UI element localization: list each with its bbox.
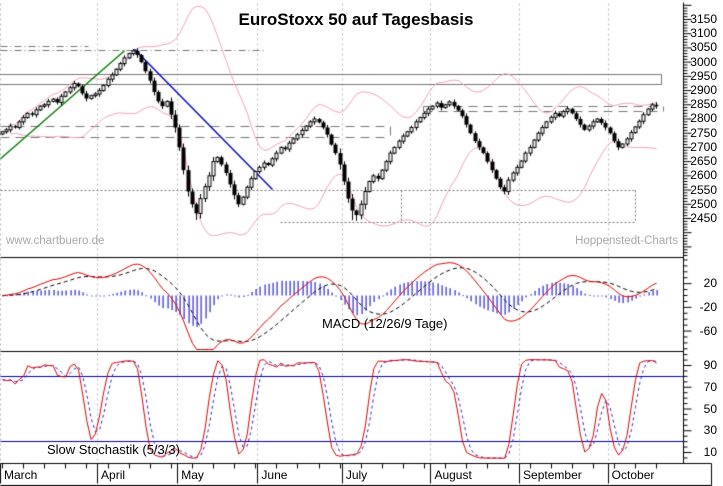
y-axis-label-macd: -60	[699, 323, 717, 338]
y-axis-label-macd: -20	[699, 299, 717, 314]
y-axis-label-price: 3000	[690, 54, 717, 69]
x-axis-month-label: October	[611, 468, 655, 482]
y-axis-label-price: 3050	[690, 40, 717, 55]
y-axis-label-price: 2750	[690, 125, 717, 140]
stoch-panel-label: Slow Stochastik (5/3/3)	[47, 442, 180, 457]
y-axis-label-stoch: 10	[703, 445, 717, 459]
macd-panel-label: MACD (12/26/9 Tage)	[322, 316, 448, 331]
x-axis-month-label: August	[434, 468, 472, 482]
y-axis-label-price: 2950	[690, 68, 717, 83]
x-axis-month-label: June	[261, 468, 288, 482]
y-axis-label-stoch: 30	[703, 423, 717, 438]
watermark-chartbuero: www.chartbuero.de	[6, 235, 105, 247]
y-axis-label-price: 2600	[690, 168, 717, 183]
y-axis-label-macd: 20	[703, 276, 717, 291]
y-axis-label-price: 2900	[690, 83, 717, 98]
x-axis-month-label: July	[345, 468, 368, 482]
y-axis-label-price: 2700	[690, 139, 717, 154]
y-axis-label-price: 2500	[690, 196, 717, 211]
y-axis-label-price: 2800	[690, 111, 717, 126]
x-axis-month-label: September	[523, 468, 582, 482]
y-axis-label-price: 2850	[690, 97, 717, 112]
chart-title: EuroStoxx 50 auf Tagesbasis	[238, 10, 474, 29]
y-axis-label-price: 2650	[690, 154, 717, 169]
y-axis-label-stoch: 50	[703, 401, 717, 416]
y-axis-label-stoch: 90	[703, 358, 717, 372]
y-axis-label-price: 2550	[690, 182, 717, 197]
y-axis-label-stoch: 70	[703, 379, 717, 394]
watermark-hoppenstedt: Hoppenstedt-Charts	[575, 235, 678, 247]
x-axis-month-label: May	[181, 468, 204, 482]
y-axis-label-price: 3100	[690, 26, 717, 41]
y-axis-label-price: 2450	[690, 210, 717, 225]
y-axis-label-price: 3150	[690, 12, 717, 26]
x-axis-month-label: April	[101, 468, 126, 482]
x-axis-month-label: March	[4, 468, 38, 482]
